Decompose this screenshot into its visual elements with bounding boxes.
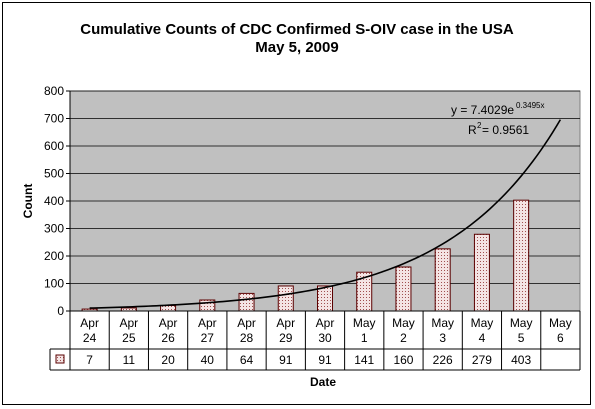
trend-r2-prefix: R [468, 123, 477, 137]
x-tick-label: May [549, 316, 572, 330]
data-label: 403 [511, 353, 531, 367]
trend-r2-superscript: 2 [477, 121, 482, 130]
data-label: 20 [161, 353, 175, 367]
trend-r2-value: = 0.9561 [482, 123, 529, 137]
x-tick-label: May [510, 316, 533, 330]
y-tick-label: 800 [44, 84, 64, 98]
bar [513, 199, 530, 312]
data-label: 11 [123, 353, 136, 367]
x-tick-label: Apr [276, 316, 295, 330]
data-label: 64 [240, 353, 254, 367]
data-label: 7 [86, 353, 93, 367]
x-tick-label: 28 [240, 331, 254, 345]
bar [277, 285, 294, 312]
y-axis-label: Count [21, 184, 35, 219]
x-tick-label: 1 [361, 331, 368, 345]
x-tick-label: 25 [122, 331, 136, 345]
y-tick-label: 700 [44, 112, 64, 126]
data-label: 141 [354, 353, 374, 367]
bar [238, 292, 255, 312]
chart-subtitle: May 5, 2009 [255, 39, 338, 56]
data-table: Apr247Apr2511Apr2620Apr2740Apr2864Apr299… [49, 310, 581, 371]
x-tick-label: 6 [557, 331, 564, 345]
legend-key [55, 354, 65, 364]
x-tick-label: Apr [237, 316, 256, 330]
x-tick-label: 5 [518, 331, 525, 345]
x-tick-label: May [392, 316, 415, 330]
bar [160, 305, 177, 312]
data-label: 160 [393, 353, 413, 367]
x-tick-label: 29 [279, 331, 293, 345]
data-label: 91 [318, 353, 332, 367]
x-tick-label: 3 [439, 331, 446, 345]
bar [317, 285, 333, 312]
bar [434, 248, 451, 312]
y-tick-label: 500 [44, 167, 64, 181]
data-label: 279 [472, 353, 492, 367]
bar [473, 233, 490, 312]
y-tick-label: 100 [44, 277, 64, 291]
x-tick-label: 4 [479, 331, 486, 345]
y-tick-label: 0 [57, 304, 64, 318]
x-tick-label: May [353, 316, 376, 330]
y-tick-label: 600 [44, 139, 64, 153]
data-label: 40 [201, 353, 215, 367]
x-axis-label: Date [310, 375, 336, 389]
x-tick-label: Apr [198, 316, 217, 330]
x-tick-label: Apr [316, 316, 335, 330]
trendline-equation: y = 7.4029e 0.3495x R 2 = 0.9561 [451, 101, 544, 137]
x-tick-label: 30 [318, 331, 332, 345]
x-tick-label: 2 [400, 331, 407, 345]
trend-equation-exponent: 0.3495x [516, 101, 544, 110]
x-tick-label: 27 [201, 331, 215, 345]
trend-equation-base: y = 7.4029e [451, 103, 514, 117]
x-tick-label: May [471, 316, 494, 330]
x-tick-label: May [431, 316, 454, 330]
x-tick-label: Apr [80, 316, 99, 330]
x-tick-label: 24 [83, 331, 97, 345]
data-label: 91 [279, 353, 293, 367]
chart-title: Cumulative Counts of CDC Confirmed S-OIV… [80, 21, 514, 38]
exponential-trendline [89, 119, 562, 309]
y-tick-label: 200 [44, 249, 64, 263]
x-tick-label: Apr [120, 316, 139, 330]
gridlines [66, 90, 580, 312]
y-tick-labels: 0 100 200 300 400 500 600 700 800 [44, 84, 64, 318]
data-label: 226 [433, 353, 453, 367]
x-tick-label: 26 [161, 331, 175, 345]
bar [395, 266, 412, 312]
y-tick-label: 300 [44, 222, 64, 236]
x-tick-label: Apr [159, 316, 178, 330]
bars [81, 199, 530, 312]
y-tick-label: 400 [44, 194, 64, 208]
